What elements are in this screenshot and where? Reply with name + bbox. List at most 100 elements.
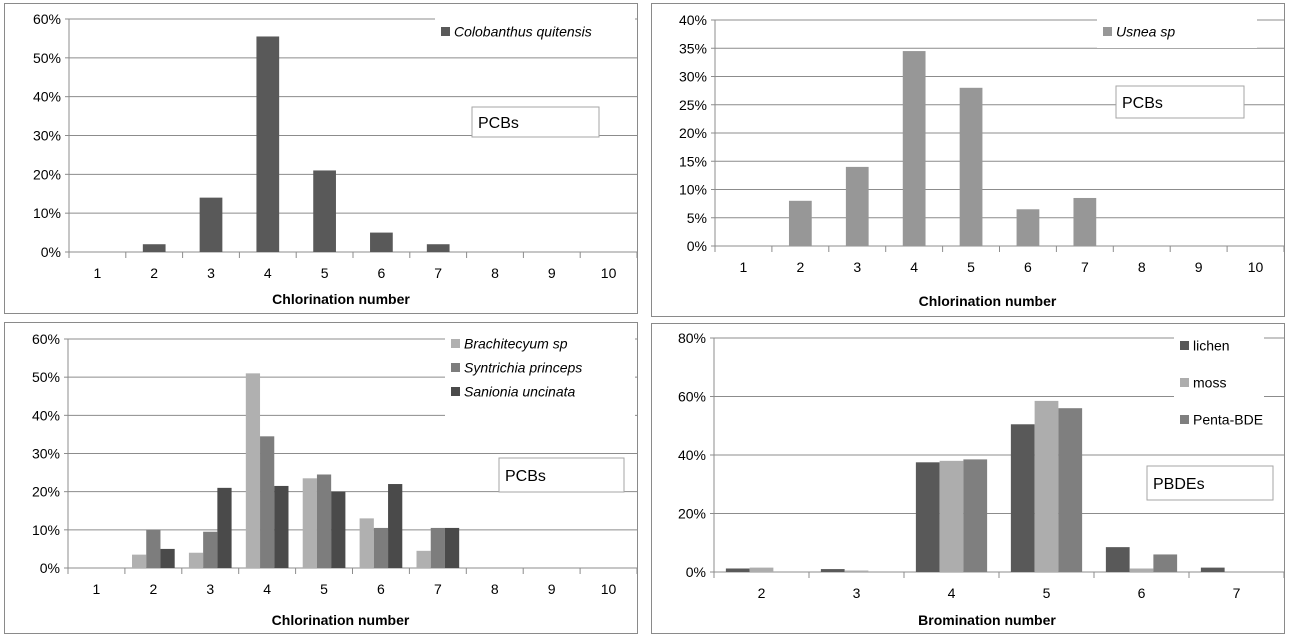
chart-canvas: 0% 10% 20% 30% 40% 50% 60% 1 2 3 4 5 6 7 8 9 10 Chlorinat… <box>32 330 638 628</box>
x-tick-label: 2 <box>796 259 804 275</box>
x-tick-label: 7 <box>1081 259 1089 275</box>
legend-label: Penta-BDE <box>1193 412 1263 428</box>
bar-usnea-sp-6 <box>1016 209 1040 246</box>
chart-moss-species-pcbs: 0% 10% 20% 30% 40% 50% 60% 1 2 3 4 5 6 7 8 9 10 Chlorinat… <box>4 322 638 634</box>
x-tick-label: 6 <box>378 265 386 281</box>
bar-syntrichia-princeps-7 <box>430 527 445 568</box>
y-tick-label: 60% <box>678 389 706 405</box>
x-tick-label: 7 <box>434 581 442 597</box>
y-tick-label: 0% <box>687 238 707 254</box>
x-tick-label: 4 <box>910 259 918 275</box>
annotation-box <box>1146 465 1274 501</box>
y-tick-label: 15% <box>679 153 707 169</box>
bar-syntrichia-princeps-2 <box>146 529 161 568</box>
y-tick-label: 50% <box>33 50 61 66</box>
y-tick-label: 30% <box>32 446 60 462</box>
y-tick-label: 10% <box>33 205 61 221</box>
x-tick-label: 2 <box>149 581 157 597</box>
bar-brachitecyum-sp-4 <box>245 373 261 568</box>
bar-sanionia-uncinata-5 <box>331 491 346 568</box>
legend-label: Usnea sp <box>1116 24 1175 40</box>
x-tick-label: 7 <box>1233 585 1241 601</box>
bar-syntrichia-princeps-6 <box>373 527 389 568</box>
bar-sanionia-uncinata-3 <box>217 487 232 568</box>
y-tick-label: 35% <box>679 40 707 56</box>
x-tick-label: 9 <box>1195 259 1203 275</box>
x-tick-label: 5 <box>1043 585 1051 601</box>
legend-swatch <box>1103 27 1112 36</box>
legend-swatch <box>451 339 460 348</box>
x-tick-label: 2 <box>758 585 766 601</box>
y-tick-label: 30% <box>33 128 61 144</box>
legend-box <box>1174 332 1264 444</box>
x-tick-label: 4 <box>263 581 271 597</box>
x-tick-label: 4 <box>264 265 272 281</box>
bar-sanionia-uncinata-6 <box>388 484 403 568</box>
legend-box <box>445 330 635 420</box>
bar-colobanthus-quitensis-5 <box>313 170 336 252</box>
bar-penta-bde-4 <box>963 459 988 572</box>
bar-usnea-sp-3 <box>845 166 869 246</box>
bar-lichen-5 <box>1010 424 1035 572</box>
bar-colobanthus-quitensis-7 <box>426 244 450 252</box>
legend-swatch <box>1180 415 1189 424</box>
annotation-box <box>471 106 600 138</box>
legend-label: Syntrichia princeps <box>464 360 582 376</box>
x-tick-label: 3 <box>853 259 861 275</box>
x-axis-title: Chlorination number <box>919 293 1057 309</box>
y-tick-label: 60% <box>32 331 60 347</box>
y-tick-label: 60% <box>33 11 61 27</box>
bar-lichen-6 <box>1105 547 1130 572</box>
y-tick-label: 20% <box>33 166 61 182</box>
x-tick-label: 8 <box>1138 259 1146 275</box>
y-tick-label: 20% <box>678 506 706 522</box>
x-tick-label: 4 <box>948 585 956 601</box>
x-tick-label: 5 <box>967 259 975 275</box>
chart-lichen-moss-pbdes: 0% 20% 40% 60% 80% 2 3 4 5 6 7 Bromination number li… <box>651 323 1285 634</box>
bar-moss-5 <box>1034 400 1059 572</box>
y-tick-label: 40% <box>32 407 60 423</box>
legend-label: lichen <box>1193 338 1230 354</box>
bar-colobanthus-quitensis-2 <box>142 244 166 252</box>
bar-sanionia-uncinata-7 <box>444 527 460 568</box>
x-axis-title: Bromination number <box>918 612 1056 628</box>
x-tick-label: 5 <box>321 265 329 281</box>
y-tick-label: 10% <box>32 522 60 538</box>
x-tick-label: 7 <box>434 265 442 281</box>
y-tick-label: 50% <box>32 369 60 385</box>
x-tick-label: 3 <box>206 581 214 597</box>
bar-lichen-2 <box>725 568 750 572</box>
y-tick-label: 80% <box>678 330 706 346</box>
x-tick-label: 10 <box>601 265 617 281</box>
y-tick-label: 40% <box>679 12 707 28</box>
annotation-box <box>1115 85 1245 119</box>
bar-sanionia-uncinata-2 <box>160 548 175 568</box>
x-tick-label: 3 <box>853 585 861 601</box>
y-tick-label: 0% <box>686 564 706 580</box>
legend-box <box>1097 18 1257 48</box>
annotation-label: PBDEs <box>1153 476 1205 493</box>
x-tick-label: 6 <box>1138 585 1146 601</box>
bar-syntrichia-princeps-5 <box>316 474 332 568</box>
bar-syntrichia-princeps-3 <box>203 531 218 568</box>
x-tick-label: 3 <box>207 265 215 281</box>
chart-usnea-pcbs: 0% 5% 10% 15% 20% 25% 30% 35% 40% 1 2 3 4 5 6 7 8 9 10 Chlo… <box>651 3 1285 317</box>
bar-usnea-sp-4 <box>902 51 926 247</box>
y-tick-label: 40% <box>33 89 61 105</box>
chart-colobanthus-pcbs: 0% 10% 20% 30% 40% 50% 60% 1 2 3 4 5 6 7 8 9 10 Chlorinat… <box>4 3 638 314</box>
legend-swatch <box>451 387 460 396</box>
bar-moss-2 <box>749 567 774 572</box>
x-tick-label: 1 <box>93 581 101 597</box>
bar-lichen-7 <box>1200 567 1225 572</box>
legend-label: Brachitecyum sp <box>464 336 568 352</box>
x-axis-title: Chlorination number <box>272 291 410 307</box>
x-tick-label: 9 <box>548 265 556 281</box>
bar-moss-6 <box>1129 568 1154 572</box>
x-tick-label: 6 <box>1024 259 1032 275</box>
bar-moss-3 <box>844 570 869 572</box>
legend-swatch <box>1180 378 1189 387</box>
y-tick-label: 0% <box>40 560 60 576</box>
chart-canvas: 0% 5% 10% 15% 20% 25% 30% 35% 40% 1 2 3 4 5 6 7 8 9 10 Chlo… <box>679 12 1285 309</box>
x-tick-label: 6 <box>377 581 385 597</box>
y-tick-label: 0% <box>41 244 61 260</box>
